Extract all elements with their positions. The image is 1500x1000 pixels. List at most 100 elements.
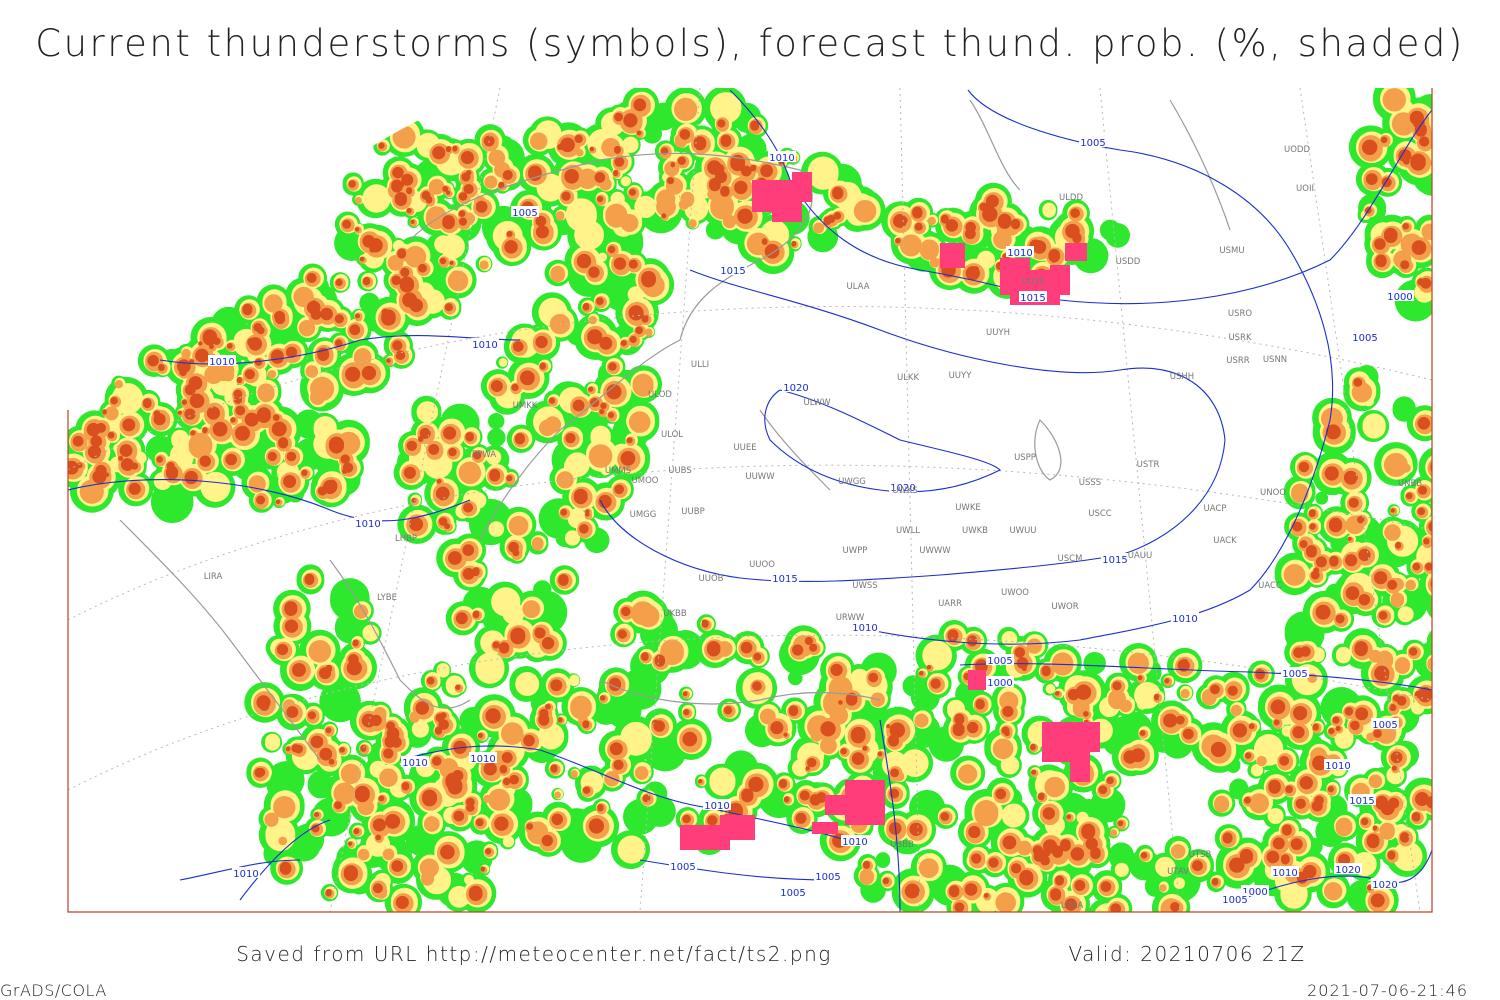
isobar-label-bg (986, 676, 1014, 687)
coastline (479, 339, 681, 541)
station-code: UUWW (745, 472, 775, 482)
isobar-label-bg (1221, 893, 1249, 904)
station-code: ULKK (897, 373, 920, 383)
isobar-label: 1015 (1020, 293, 1045, 304)
station-code: ULWW (804, 398, 832, 408)
station-code: UWUU (1009, 526, 1036, 536)
isobar-label: 1005 (1352, 333, 1377, 344)
isobar-label-bg (471, 338, 499, 349)
station-code: UWPP (843, 546, 868, 556)
isobar-label-bg (1006, 246, 1034, 257)
isobar-label-bg (1079, 136, 1107, 147)
isobar (68, 479, 471, 522)
isobar-label: 1020 (890, 483, 915, 494)
isobar-label: 1005 (1372, 720, 1397, 731)
station-code: EPWA (472, 450, 496, 460)
isobar-label-bg (1371, 718, 1399, 729)
station-code: UMGG (630, 510, 657, 520)
isobar-label: 1015 (1349, 796, 1374, 807)
valid-time: Valid: 20210706 21Z (1068, 942, 1305, 966)
storm-symbols (825, 780, 885, 825)
isobar-label-bg (768, 151, 796, 162)
map-labels: 1010 1005 1005 1015 1010 1015 1010 1010 1020 1020… (204, 136, 1422, 911)
isobar (599, 269, 1226, 582)
isobar-label: 1010 (1172, 614, 1197, 625)
station-code: ULLI (691, 360, 709, 370)
isobar-label-bg (354, 517, 382, 528)
isobar-label: 1010 (209, 357, 234, 368)
station-code: UTAV (1167, 867, 1189, 877)
graticule (68, 88, 1432, 912)
isobar-label-bg (889, 481, 917, 492)
station-code: UWLL (896, 526, 920, 536)
isobar-label-bg (782, 381, 810, 392)
station-code: USSS (1079, 478, 1101, 488)
isobar-label: 1010 (1325, 761, 1350, 772)
station-code: UTAA (1061, 901, 1084, 911)
isobar-label: 1010 (402, 758, 427, 769)
station-code: USRR (1226, 356, 1250, 366)
meridian (329, 88, 501, 912)
station-code: LHBP (395, 534, 417, 544)
isobar-label: 1015 (720, 266, 745, 277)
station-code: UAUU (1128, 551, 1152, 561)
station-code: UNOO (1260, 488, 1286, 498)
isobar-label-bg (1386, 290, 1414, 301)
coastline (599, 679, 881, 705)
isobar-label-bg (232, 867, 260, 878)
isobar-label-bg (669, 860, 697, 871)
station-code: USTR (1137, 460, 1160, 470)
probability-shading (68, 88, 1432, 912)
station-code: USDD (1116, 257, 1141, 267)
isobar-label: 1005 (780, 888, 805, 899)
station-code: UUBS (668, 466, 692, 476)
station-code: USMU (1219, 246, 1244, 256)
storm-symbols (1042, 722, 1100, 782)
station-code: USRO (1228, 309, 1253, 319)
isobar-label: 1015 (772, 574, 797, 585)
isobar-label: 1000 (1242, 887, 1267, 898)
isobar-label-bg (771, 572, 799, 583)
isobar-label: 1000 (987, 678, 1012, 689)
isobar-label-bg (719, 264, 747, 275)
station-code: UWOR (1051, 602, 1078, 612)
station-code: USPP (1014, 453, 1036, 463)
station-code: USHH (1170, 372, 1194, 382)
station-code: URWW (836, 613, 865, 623)
station-code: UACC (1258, 581, 1282, 591)
isobar-label-bg (1241, 885, 1269, 896)
storm-symbols (1000, 258, 1070, 305)
isobar-label: 1010 (852, 623, 877, 634)
isobar-label-bg (986, 654, 1014, 665)
parallel (68, 634, 1432, 791)
station-code: UOII (1296, 184, 1314, 194)
title: Current thunderstorms (symbols), forecas… (35, 22, 1465, 65)
isobar-label-bg (401, 756, 429, 767)
station-code: UUOB (699, 574, 724, 584)
station-code: UWSS (852, 581, 877, 591)
parallel (68, 306, 1432, 471)
isobar-label: 1005 (1222, 895, 1247, 906)
isobar-label-bg (1334, 863, 1362, 874)
station-code: UWKB (962, 526, 988, 536)
isobar-label-bg (469, 752, 497, 763)
station-code: UODD (1284, 145, 1310, 155)
station-code: ULOD (648, 390, 672, 400)
station-code: ULAA (846, 282, 869, 292)
station-code: UWOO (1001, 588, 1029, 598)
coastline (119, 519, 321, 761)
isobar (399, 745, 861, 846)
isobar-label-bg (1171, 612, 1199, 623)
isobar-label: 1005 (815, 872, 840, 883)
isobar-label-bg (208, 355, 236, 366)
station-code: UUYY (949, 371, 973, 381)
storm-symbols (752, 172, 812, 222)
isobar-label: 1020 (1335, 865, 1360, 876)
station-code: UUYH (986, 328, 1010, 338)
isobar-label-bg (1348, 794, 1376, 805)
isobar-label-bg (1324, 759, 1352, 770)
station-code: USNN (1263, 355, 1287, 365)
station-code: UWKE (955, 503, 981, 513)
